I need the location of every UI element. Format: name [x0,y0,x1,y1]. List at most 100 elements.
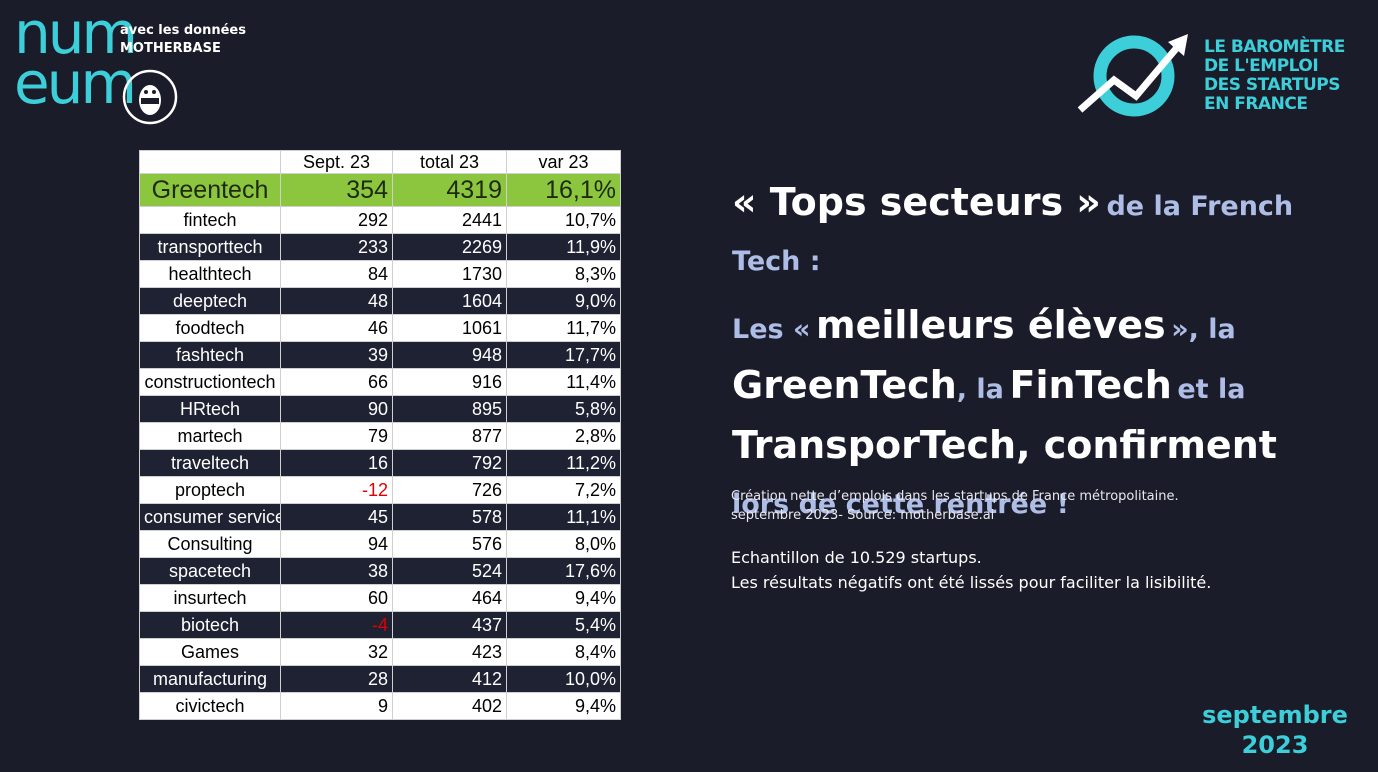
cell: 8,3% [506,260,621,288]
sector-name: biotech [139,611,281,639]
table-row: healthtech 84 1730 8,3% [139,260,621,288]
headline-segment: et la [1177,374,1246,405]
cell: 66 [280,368,393,396]
sector-name: civictech [139,692,281,720]
notes: Echantillon de 10.529 startups. Les résul… [731,545,1211,595]
cell: 9,4% [506,584,621,612]
table-row: traveltech 16 792 11,2% [139,449,621,477]
cell: 5,8% [506,395,621,423]
sector-name: HRtech [139,395,281,423]
badge-line: DE L'EMPLOI [1204,56,1319,76]
cell: -12 [280,476,393,504]
headline: « Tops secteurs » de la French Tech : Le… [732,176,1322,542]
cell: 2,8% [506,422,621,450]
table-row: Games 32 423 8,4% [139,638,621,666]
cell: 45 [280,503,393,531]
table-row: martech 79 877 2,8% [139,422,621,450]
barometer-icon [1077,34,1188,117]
badge: LE BAROMÈTRE DE L'EMPLOI DES STARTUPS EN FR… [1204,38,1345,114]
sector-name: fintech [139,206,281,234]
table-row: manufacturing 28 412 10,0% [139,665,621,693]
note-line: Les résultats négatifs ont été lissés po… [731,573,1212,592]
table-row: biotech -4 437 5,4% [139,611,621,639]
sector-name: Greentech [139,173,281,207]
cell: 7,2% [506,476,621,504]
cell: 354 [280,173,393,207]
cell: 32 [280,638,393,666]
cell: 17,6% [506,557,621,585]
headline-segment: « Tops secteurs » [732,180,1101,224]
sector-name: fashtech [139,341,281,369]
cell: 11,9% [506,233,621,261]
table-row: insurtech 60 464 9,4% [139,584,621,612]
cell: 60 [280,584,393,612]
sector-name: Consulting [139,530,281,558]
cell: 524 [392,557,507,585]
cell: 90 [280,395,393,423]
header-cell: Sept. 23 [280,150,393,174]
table: Sept. 23 total 23 var 23 Greentech 354 4319 16… [139,150,621,720]
cell: 11,7% [506,314,621,342]
cell: 9,0% [506,287,621,315]
cell: 79 [280,422,393,450]
cell: 412 [392,665,507,693]
cell: 292 [280,206,393,234]
sector-name: proptech [139,476,281,504]
cell: 877 [392,422,507,450]
table-row: proptech -12 726 7,2% [139,476,621,504]
logo-line: eum [14,49,137,117]
sector-name: transporttech [139,233,281,261]
tagline: avec les données MOTHERBASE [120,22,246,58]
cell: 1604 [392,287,507,315]
tagline-line: MOTHERBASE [120,41,221,56]
sector-name: healthtech [139,260,281,288]
cell: 11,2% [506,449,621,477]
sector-name: consumer services [139,503,281,531]
table-row: Consulting 94 576 8,0% [139,530,621,558]
cell: -4 [280,611,393,639]
table-row: transporttech 233 2269 11,9% [139,233,621,261]
headline-segment: , la [956,374,1004,405]
cell: 94 [280,530,393,558]
cell: 9 [280,692,393,720]
headline-segment: Les « [732,314,811,345]
table-row: consumer services 45 578 11,1% [139,503,621,531]
cell: 8,0% [506,530,621,558]
sector-name: constructiontech [139,368,281,396]
cell: 39 [280,341,393,369]
note-line: Echantillon de 10.529 startups. [731,548,982,567]
sector-name: spacetech [139,557,281,585]
cell: 11,1% [506,503,621,531]
table-row: fintech 292 2441 10,7% [139,206,621,234]
cell: 10,0% [506,665,621,693]
tagline-line: avec les données [120,23,246,38]
cell: 46 [280,314,393,342]
cell: 2441 [392,206,507,234]
source: Création nette d’emplois dans les startu… [731,487,1179,525]
headline-segment: », la [1171,314,1236,345]
table-row: fashtech 39 948 17,7% [139,341,621,369]
cell: 916 [392,368,507,396]
headline-segment: lors de cette rentrée ! [732,489,1069,520]
badge-line: EN FRANCE [1204,94,1308,114]
cell: 16,1% [506,173,621,207]
cell: 464 [392,584,507,612]
source-line: Création nette d’emplois dans les startu… [731,489,1179,504]
table-row: deeptech 48 1604 9,0% [139,287,621,315]
sector-name: traveltech [139,449,281,477]
cell: 726 [392,476,507,504]
logo-line: num [14,0,138,67]
cell: 792 [392,449,507,477]
highlight-row: Greentech 354 4319 16,1% [139,173,621,207]
cell: 17,7% [506,341,621,369]
cell: 16 [280,449,393,477]
date-line: 2023 [1241,731,1309,759]
cell: 84 [280,260,393,288]
sector-name: martech [139,422,281,450]
cell: 38 [280,557,393,585]
date-line: septembre [1202,701,1348,729]
cell: 437 [392,611,507,639]
headline-paragraph: Les « meilleurs élèves », la GreenTech, … [732,299,1322,534]
cell: 11,4% [506,368,621,396]
